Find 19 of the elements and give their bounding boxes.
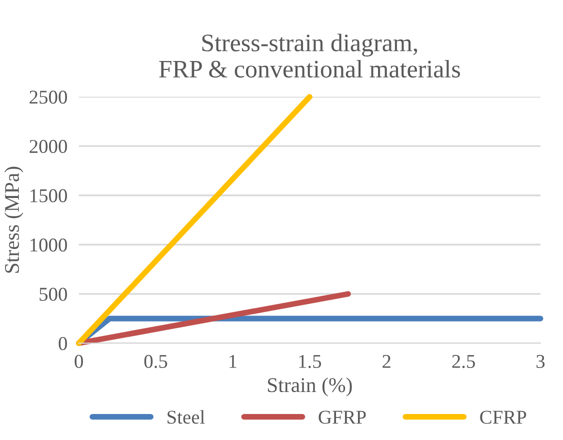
y-axis-title: Stress (MPa) <box>4 166 24 273</box>
x-tick-label: 0.5 <box>144 354 168 368</box>
y-tick-label: 500 <box>40 288 67 301</box>
x-tick-label: 2.5 <box>452 354 475 368</box>
x-tick-label: 2 <box>382 354 390 368</box>
y-tick-label: 1500 <box>30 189 67 202</box>
x-tick-label: 1 <box>230 354 236 368</box>
legend-label: CFRP <box>480 410 526 424</box>
y-tick-label: 2500 <box>30 90 67 104</box>
chart-title: Stress-strain diagram, FRP & conventional materials <box>159 34 460 78</box>
legend-label: GFRP <box>318 410 366 424</box>
x-axis-title: Strain (%) <box>268 378 352 396</box>
x-tick-label: 3 <box>536 354 545 368</box>
x-tick-label: 0 <box>74 354 83 368</box>
x-tick-label: 1.5 <box>299 354 322 368</box>
y-tick-label: 2000 <box>30 140 67 154</box>
y-tick-label: 0 <box>58 337 67 350</box>
y-tick-label: 1000 <box>30 238 67 252</box>
legend-label: Steel <box>168 410 205 424</box>
